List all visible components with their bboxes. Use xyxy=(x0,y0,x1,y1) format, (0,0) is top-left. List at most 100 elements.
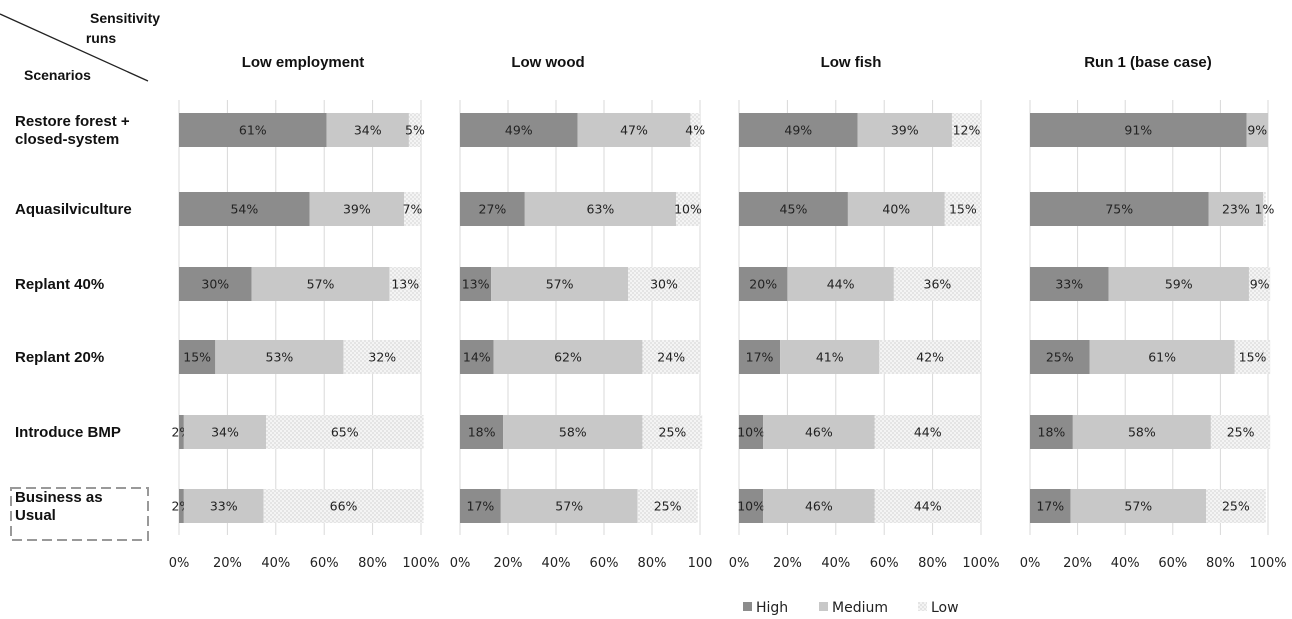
data-label: 17% xyxy=(746,350,774,365)
data-label: 15% xyxy=(1239,350,1267,365)
corner-diagonal-line xyxy=(0,13,149,82)
data-label: 61% xyxy=(1148,350,1176,365)
data-label: 17% xyxy=(1036,499,1064,514)
bar-segment-low xyxy=(874,489,981,523)
scenario-labels: Restore forest +closed-system Aquasilvicu… xyxy=(10,113,149,541)
data-label: 14% xyxy=(463,350,491,365)
bar-segment-low xyxy=(1248,267,1271,301)
data-label: 46% xyxy=(805,499,833,514)
bar-segment-high xyxy=(739,192,848,226)
bar-segment-high xyxy=(179,489,184,523)
bar-segment-high xyxy=(739,267,788,301)
bar-segment-high xyxy=(460,192,525,226)
data-label: 9% xyxy=(1250,277,1270,292)
data-label: 20% xyxy=(749,277,777,292)
data-label: 12% xyxy=(953,123,981,138)
data-label: 10% xyxy=(737,425,765,440)
data-label: 39% xyxy=(891,123,919,138)
bar-segment-low xyxy=(1263,192,1266,226)
bar-segment-medium xyxy=(493,340,643,374)
bar-segment-low xyxy=(389,267,421,301)
panel-4: Run 1 (base case) 91% 9% 75% 23% 1% 33% 59% 9% 25… xyxy=(1020,54,1287,571)
bar-segment-medium xyxy=(491,267,628,301)
data-label: 36% xyxy=(924,277,952,292)
data-label: 10% xyxy=(737,499,765,514)
bar-segment-medium xyxy=(1108,267,1249,301)
x-tick-label: 20% xyxy=(213,556,242,571)
bar-segment-low xyxy=(690,113,700,147)
bar-segment-high xyxy=(460,267,492,301)
bar-segment-high xyxy=(179,340,216,374)
bar-segment-medium xyxy=(1208,192,1264,226)
data-label: 25% xyxy=(1222,499,1250,514)
bar-segment-high xyxy=(1030,192,1209,226)
bar-segment-high xyxy=(1030,415,1073,449)
x-tick-label: 100% xyxy=(962,556,999,571)
bar-segment-high xyxy=(739,415,764,449)
bar-segment-high xyxy=(739,489,764,523)
data-label: 63% xyxy=(587,202,615,217)
bar-segment-low xyxy=(676,192,700,226)
data-label: 57% xyxy=(555,499,583,514)
bar-segment-low xyxy=(266,415,424,449)
data-label: 58% xyxy=(559,425,587,440)
data-label: 30% xyxy=(650,277,678,292)
data-label: 57% xyxy=(1124,499,1152,514)
panel-title: Low wood xyxy=(511,54,584,71)
bar-segment-low xyxy=(642,415,703,449)
bar-segment-high xyxy=(460,340,494,374)
bar-segment-medium xyxy=(763,489,875,523)
highlight-dashed-box xyxy=(10,487,149,541)
bar-segment-medium xyxy=(309,192,405,226)
x-tick-label: 100 xyxy=(688,556,713,571)
data-label: 33% xyxy=(210,499,238,514)
data-label: 46% xyxy=(805,425,833,440)
data-label: 15% xyxy=(949,202,977,217)
scenario-label: Business as xyxy=(15,489,103,506)
legend-label-medium: Medium xyxy=(832,600,888,616)
bar-segment-medium xyxy=(847,192,945,226)
data-label: 30% xyxy=(201,277,229,292)
x-tick-label: 40% xyxy=(542,556,571,571)
bar-segment-low xyxy=(879,340,981,374)
data-label: 18% xyxy=(1038,425,1066,440)
x-tick-label: 40% xyxy=(261,556,290,571)
x-tick-label: 100% xyxy=(402,556,439,571)
corner-label-top-1: Sensitivity xyxy=(90,10,160,26)
data-label: 40% xyxy=(882,202,910,217)
panel-1: Low employment 61% 34% 5% 54% 39% 7% 30% 57% 13% 1… xyxy=(169,54,440,571)
data-label: 91% xyxy=(1124,123,1152,138)
x-tick-label: 60% xyxy=(310,556,339,571)
bar-segment-high xyxy=(1030,113,1247,147)
data-label: 34% xyxy=(354,123,382,138)
data-label: 25% xyxy=(1046,350,1074,365)
chart-legend: High Medium Low xyxy=(743,600,959,616)
scenario-label: Usual xyxy=(15,507,56,524)
x-tick-label: 0% xyxy=(169,556,190,571)
bar-segment-medium xyxy=(524,192,676,226)
data-label: 57% xyxy=(546,277,574,292)
bar-segment-low xyxy=(404,192,421,226)
x-tick-label: 20% xyxy=(773,556,802,571)
data-label: 34% xyxy=(211,425,239,440)
bar-segment-low xyxy=(1234,340,1271,374)
bar-segment-high xyxy=(179,415,184,449)
x-tick-label: 40% xyxy=(821,556,850,571)
data-label: 25% xyxy=(654,499,682,514)
panel-title: Run 1 (base case) xyxy=(1084,54,1212,71)
bar-segment-low xyxy=(951,113,981,147)
bar-segment-high xyxy=(1030,340,1090,374)
data-label: 4% xyxy=(685,123,705,138)
legend-label-high: High xyxy=(756,600,788,616)
legend-label-low: Low xyxy=(931,600,959,616)
x-tick-label: 20% xyxy=(494,556,523,571)
bar-segment-low xyxy=(944,192,981,226)
corner-header: Sensitivity runs Scenarios xyxy=(0,10,160,83)
data-label: 27% xyxy=(479,202,507,217)
bar-segment-medium xyxy=(183,415,267,449)
data-label: 25% xyxy=(659,425,687,440)
legend-swatch-low xyxy=(918,602,927,611)
data-label: 47% xyxy=(620,123,648,138)
bar-segment-low xyxy=(1210,415,1271,449)
